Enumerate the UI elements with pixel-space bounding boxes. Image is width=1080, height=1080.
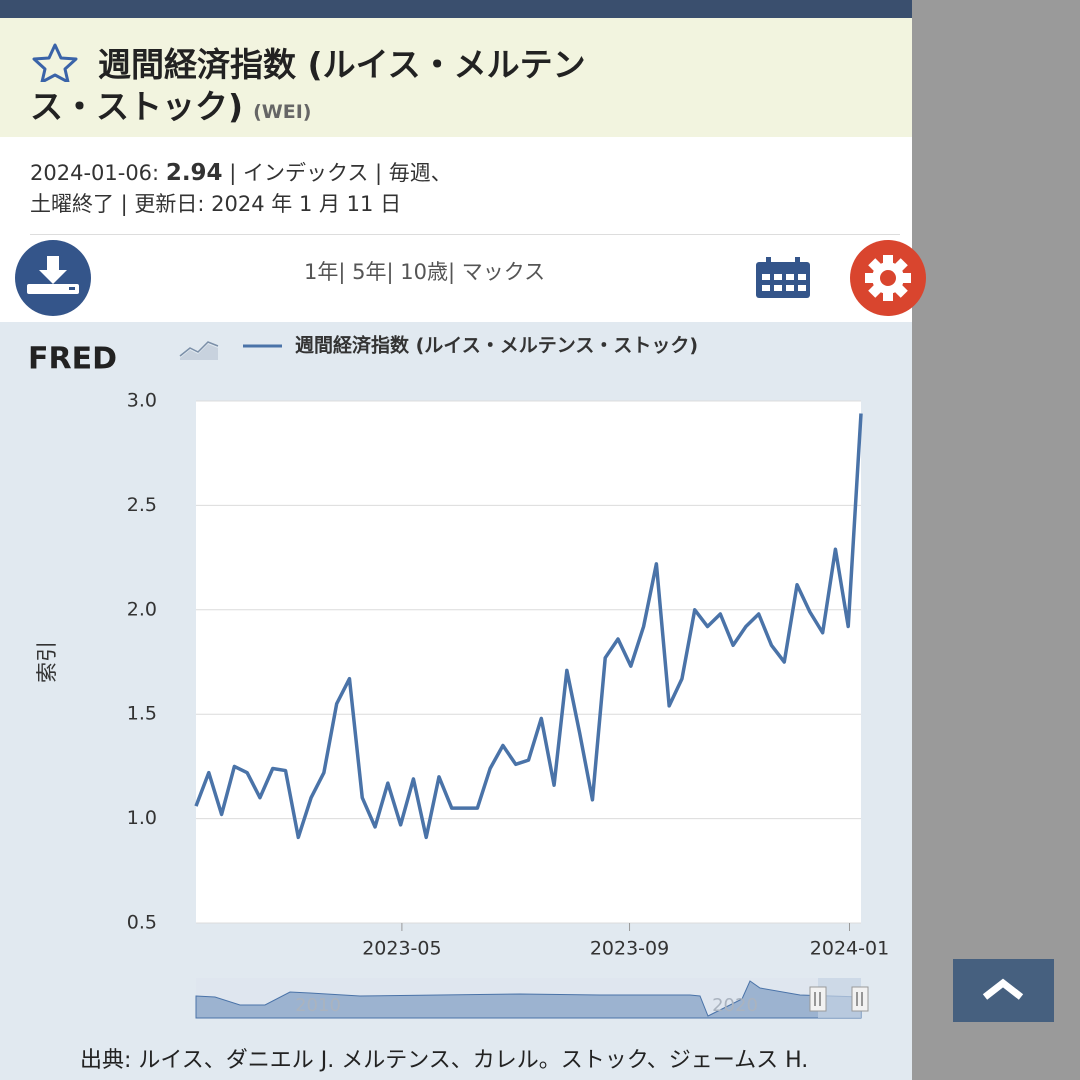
title: 週間経済指数 (ルイス・メルテン bbox=[98, 45, 586, 84]
y-tick-label: 2.0 bbox=[127, 598, 157, 620]
info-text: | インデックス | 毎週、 bbox=[229, 161, 452, 185]
download-button[interactable] bbox=[14, 240, 92, 318]
chart: FRED 2010 2020 0.5 1.0 1.5 2.0 2.5 3.0 2023-05 2… bbox=[28, 334, 889, 1019]
chevron-icon bbox=[982, 978, 1024, 1000]
divider bbox=[30, 234, 900, 235]
navigator-handle[interactable] bbox=[851, 986, 869, 1012]
source-footer: 出典: ルイス、ダニエル J. メルテンス、カレル。ストック、ジェームス H. bbox=[80, 1048, 809, 1073]
title: ス・ストック) (WEI) bbox=[30, 80, 311, 128]
y-tick-label: 1.0 bbox=[127, 807, 157, 829]
y-tick-label: 2.5 bbox=[127, 494, 157, 516]
info-line: 土曜終了 | 更新日: 2024 年 1 月 11 日 bbox=[30, 192, 402, 216]
navigator-handle[interactable] bbox=[809, 986, 827, 1012]
plot-area bbox=[196, 401, 861, 923]
info-date: 2024-01-06: bbox=[30, 161, 160, 185]
range-buttons[interactable]: 1年| 5年| 10歳| マックス bbox=[304, 260, 546, 284]
navigator-label: 2020 bbox=[712, 995, 758, 1016]
handle-grip bbox=[814, 992, 863, 1006]
logo-graph bbox=[180, 344, 218, 360]
settings-button[interactable] bbox=[850, 240, 928, 318]
y-tick-label: 1.5 bbox=[127, 703, 157, 725]
logo-graph bbox=[179, 341, 219, 357]
top-bar bbox=[0, 0, 912, 18]
fred-logo: FRED bbox=[28, 342, 117, 377]
star-icon[interactable] bbox=[30, 42, 80, 82]
title-line: ス・ストック) bbox=[30, 87, 244, 126]
data-line bbox=[194, 413, 863, 840]
calendar-button[interactable] bbox=[754, 256, 812, 300]
y-tick-label: 0.5 bbox=[127, 912, 157, 934]
ticker: (WEI) bbox=[253, 101, 312, 123]
y-tick-label: 3.0 bbox=[127, 390, 157, 412]
navigator-label: 2010 bbox=[295, 995, 341, 1016]
y-axis-label: 索引 bbox=[35, 641, 59, 683]
info-value: 2.94 bbox=[165, 160, 223, 186]
title-box bbox=[0, 18, 912, 137]
x-tick-label: 2023-05 bbox=[362, 938, 441, 960]
info-line: 2024-01-06: 2.94 | インデックス | 毎週、 bbox=[30, 157, 452, 187]
x-tick-label: 2024-01 bbox=[810, 938, 889, 960]
legend-label: 週間経済指数 (ルイス・メルテンス・ストック) bbox=[295, 334, 698, 357]
scroll-top-button[interactable] bbox=[953, 959, 1054, 1022]
x-tick-label: 2023-09 bbox=[590, 938, 669, 960]
